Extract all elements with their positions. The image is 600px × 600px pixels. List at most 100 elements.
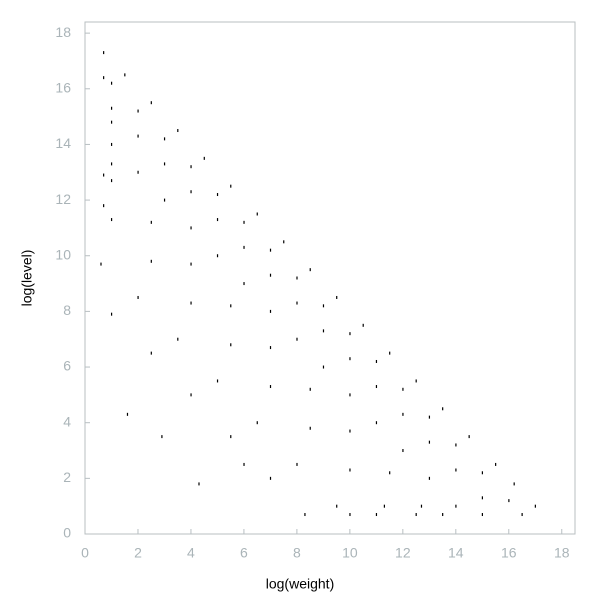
point [508,499,510,503]
point [150,259,152,263]
point [296,301,298,305]
point [428,415,431,419]
point [110,218,113,222]
point [230,435,232,439]
point [163,198,166,202]
point [163,162,166,166]
point [534,504,536,508]
point [110,142,113,146]
point [375,513,378,517]
point [322,304,325,308]
point [216,379,219,383]
point [190,165,192,169]
point [177,129,179,133]
point [110,81,113,85]
point [402,412,404,416]
y-tick-label: 14 [55,135,71,151]
point [230,184,232,188]
point [513,482,515,486]
point [495,462,497,466]
point [442,513,444,517]
point [521,513,523,517]
point [198,482,200,486]
plot-frame [84,21,576,535]
point [126,412,129,416]
point [349,513,351,517]
point [455,468,457,472]
point [349,393,351,397]
point [190,301,192,305]
point [177,337,179,341]
point [402,449,404,453]
point [150,101,152,105]
point [455,504,457,508]
point [216,193,219,197]
x-tick-label: 8 [293,545,301,561]
point [269,248,272,252]
point [269,346,272,350]
y-tick-label: 0 [63,525,71,541]
point [190,262,192,266]
point [110,179,113,183]
point [415,379,417,383]
x-axis-label: log(weight) [266,576,334,592]
point [349,332,351,336]
y-tick-label: 12 [55,191,71,207]
point [468,435,470,439]
y-tick-label: 16 [55,79,71,95]
point [110,120,113,124]
point [309,426,311,430]
x-tick-label: 18 [554,545,570,561]
point [190,226,192,230]
point [375,421,378,425]
point [203,156,205,160]
point [309,387,311,391]
x-tick-label: 2 [134,545,142,561]
point [442,407,444,411]
point [103,76,105,80]
point [383,504,385,508]
point [161,435,163,439]
point [283,240,285,244]
x-tick-label: 10 [342,545,358,561]
point [420,504,423,508]
point [256,212,258,216]
y-tick-label: 4 [63,413,71,429]
point [309,268,311,272]
point [349,429,351,433]
point [349,468,351,472]
point [110,106,113,110]
point [296,276,298,280]
point [322,365,325,369]
x-tick-label: 4 [187,545,195,561]
point [110,162,113,166]
point [216,218,219,222]
point [375,385,378,389]
point [100,262,102,266]
point [243,220,245,224]
point [455,443,457,447]
point [137,109,139,113]
point [375,359,378,363]
point [336,504,338,508]
point [103,204,105,208]
point [481,496,483,500]
point [322,329,325,333]
point [304,513,306,517]
point [269,309,272,313]
y-tick-label: 2 [63,469,71,485]
point [243,462,245,466]
point [103,51,105,55]
point [256,421,258,425]
y-tick-label: 18 [55,24,71,40]
point [103,173,105,177]
x-tick-label: 0 [81,545,89,561]
point [389,351,391,355]
x-tick-label: 6 [240,545,248,561]
y-tick-label: 8 [63,302,71,318]
point [428,476,431,480]
point [243,282,245,286]
point [216,254,219,258]
point [150,351,152,355]
